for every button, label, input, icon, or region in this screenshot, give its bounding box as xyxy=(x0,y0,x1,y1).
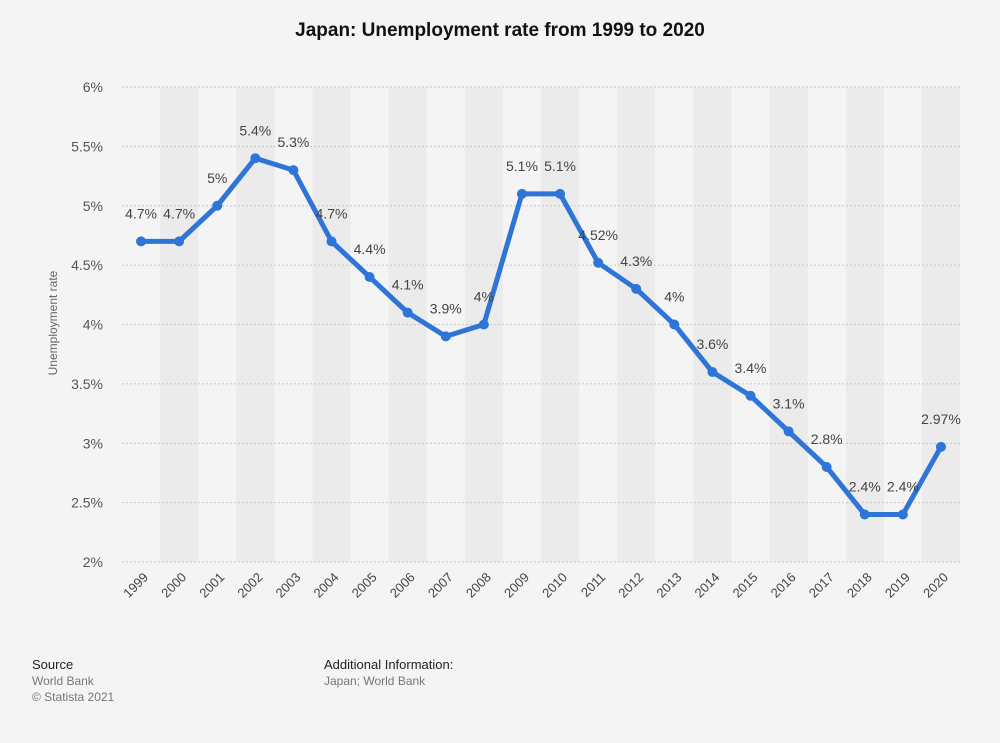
data-point xyxy=(859,509,870,520)
x-tick-label: 2012 xyxy=(615,570,646,601)
data-point xyxy=(478,319,489,330)
x-tick-label: 2000 xyxy=(158,570,189,601)
x-tick-label: 2008 xyxy=(463,570,494,601)
x-tick-label: 2010 xyxy=(539,570,570,601)
y-tick-label: 3% xyxy=(83,435,103,451)
data-point xyxy=(516,188,527,199)
y-tick-label: 4.5% xyxy=(71,257,103,273)
data-point xyxy=(326,236,337,247)
chart-title: Japan: Unemployment rate from 1999 to 20… xyxy=(295,20,705,41)
data-point xyxy=(250,153,261,164)
additional-info-text: Japan; World Bank xyxy=(324,674,426,688)
y-axis-ticks: 2% 2.5% 3% 3.5% 4% 4.5% 5% 5.5% 6% xyxy=(71,79,103,570)
data-label: 4% xyxy=(664,289,684,305)
x-tick-label: 2003 xyxy=(272,570,303,601)
data-label: 5.3% xyxy=(277,134,309,150)
data-label: 3.9% xyxy=(430,300,462,316)
data-point xyxy=(555,188,566,199)
data-points xyxy=(136,153,946,520)
data-point xyxy=(593,257,604,268)
y-tick-label: 2% xyxy=(83,554,103,570)
x-tick-label: 2019 xyxy=(882,570,913,601)
data-label: 4.4% xyxy=(354,241,386,257)
source-name[interactable]: World Bank xyxy=(32,674,94,688)
data-label: 5.4% xyxy=(239,122,271,138)
x-tick-label: 2001 xyxy=(196,570,227,601)
data-label: 5.1% xyxy=(544,158,576,174)
data-point xyxy=(136,236,147,247)
y-tick-label: 4% xyxy=(83,317,103,333)
data-point xyxy=(935,441,946,452)
y-tick-label: 5.5% xyxy=(71,138,103,154)
y-tick-label: 3.5% xyxy=(71,376,103,392)
copyright[interactable]: © Statista 2021 xyxy=(32,690,115,704)
data-point xyxy=(821,462,832,472)
series-line xyxy=(138,155,944,517)
data-point xyxy=(288,165,299,176)
plot-band xyxy=(921,87,960,562)
x-tick-label: 2013 xyxy=(653,570,684,601)
data-label: 2.4% xyxy=(849,479,881,495)
data-label: 3.4% xyxy=(735,360,767,376)
y-axis-title: Unemployment rate xyxy=(46,270,60,375)
additional-info-heading: Additional Information: xyxy=(324,657,454,672)
data-label: 4.7% xyxy=(125,205,157,221)
data-label: 5% xyxy=(207,170,227,186)
x-tick-label: 2006 xyxy=(387,570,418,601)
data-label: 4.7% xyxy=(163,205,195,221)
data-point xyxy=(364,272,375,282)
y-tick-label: 5% xyxy=(83,198,103,214)
x-tick-label: 2016 xyxy=(768,570,799,601)
data-label: 2.97% xyxy=(921,411,961,427)
plot-band xyxy=(845,87,884,562)
x-tick-label: 2004 xyxy=(311,570,342,601)
data-point xyxy=(212,200,223,211)
data-label: 3.6% xyxy=(696,336,728,352)
data-point xyxy=(707,367,718,377)
y-tick-label: 6% xyxy=(83,79,103,95)
data-point xyxy=(897,509,908,520)
data-point xyxy=(669,319,680,330)
x-tick-label: 2014 xyxy=(691,570,722,601)
source-heading: Source xyxy=(32,657,74,672)
data-point xyxy=(783,426,794,437)
x-tick-label: 2015 xyxy=(730,570,761,601)
data-label: 4.3% xyxy=(620,253,652,269)
data-point xyxy=(174,236,185,247)
x-tick-label: 2017 xyxy=(806,570,837,601)
x-tick-label: 2011 xyxy=(578,570,608,600)
x-tick-label: 2007 xyxy=(425,570,456,601)
data-label: 4.52% xyxy=(578,227,618,243)
data-label: 3.1% xyxy=(773,395,805,411)
source-block: Source World Bank © Statista 2021 xyxy=(32,657,114,705)
data-label: 4.1% xyxy=(392,277,424,293)
data-label: 4% xyxy=(474,289,494,305)
x-tick-label: 2018 xyxy=(844,570,875,601)
x-tick-label: 2009 xyxy=(501,570,532,601)
x-axis-ticks: 1999 2000 2001 2002 2003 2004 2005 2006 2007 2008… xyxy=(120,570,951,601)
data-point xyxy=(745,390,756,401)
y-tick-label: 2.5% xyxy=(71,495,103,511)
x-tick-label: 2002 xyxy=(234,570,265,601)
x-tick-label: 1999 xyxy=(120,570,151,601)
data-point xyxy=(440,331,451,342)
x-tick-label: 2020 xyxy=(920,570,951,601)
data-labels: 4.7% 4.7% 5% 5.4% 5.3% 4.7% 4.4% 4.1% 3.9% 4% 5.1%… xyxy=(125,122,961,494)
x-tick-label: 2005 xyxy=(349,570,380,601)
data-point xyxy=(402,307,413,318)
data-label: 5.1% xyxy=(506,158,538,174)
data-label: 2.8% xyxy=(811,431,843,447)
data-label: 2.4% xyxy=(887,479,919,495)
additional-info-block: Additional Information: Japan; World Ban… xyxy=(324,657,453,689)
data-point xyxy=(631,283,642,294)
data-label: 4.7% xyxy=(316,205,348,221)
